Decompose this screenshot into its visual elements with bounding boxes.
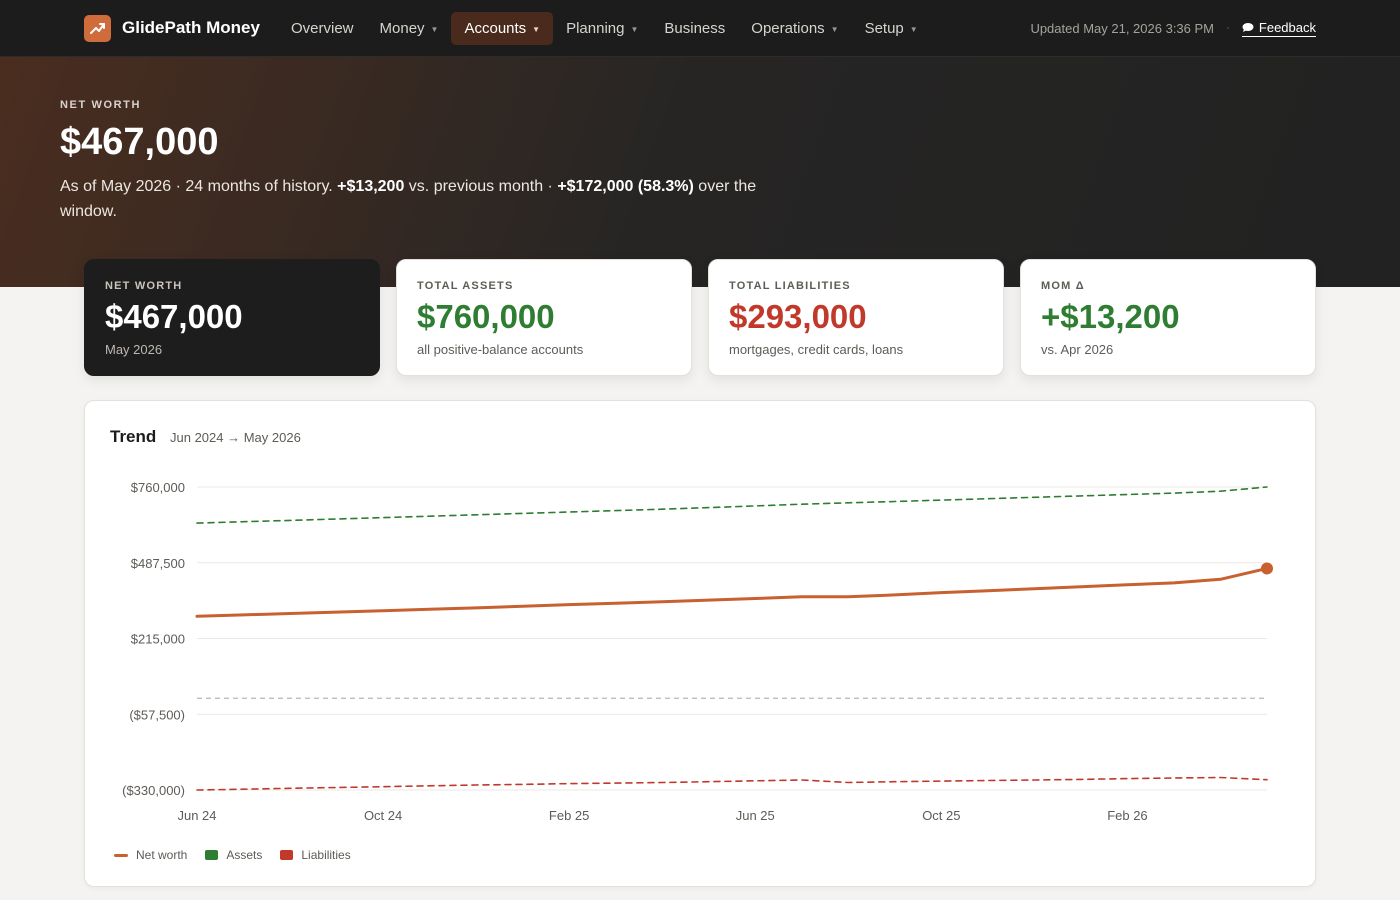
chevron-down-icon: ▼ [430, 25, 439, 34]
kpi-value: $760,000 [417, 298, 555, 335]
chevron-down-icon: ▼ [630, 25, 639, 34]
kpi-card-net-worth: NET WORTH $467,000 May 2026 [84, 259, 380, 376]
nav-item-overview[interactable]: Overview [278, 12, 367, 45]
kpi-card-total-assets: TOTAL ASSETS $760,000 all positive-balan… [396, 259, 692, 376]
legend-item-assets[interactable]: Assets [205, 848, 262, 862]
hero-summary: As of May 2026 · 24 months of history. +… [60, 174, 780, 224]
nav-label: Accounts [464, 20, 527, 37]
y-tick-label: $215,000 [131, 632, 185, 647]
brand-name[interactable]: GlidePath Money [122, 18, 260, 37]
last-updated-text: Updated May 21, 2026 3:36 PM [1030, 21, 1214, 36]
legend-label: Assets [226, 848, 263, 862]
nav-label: Money [379, 20, 425, 37]
chart-legend: Net worth Assets Liabilities [114, 848, 351, 862]
kpi-value: $467,000 [105, 298, 243, 335]
kpi-card-mom-change: MOM Δ +$13,200 vs. Apr 2026 [1020, 259, 1316, 376]
liabilities-line [196, 776, 1268, 791]
chevron-down-icon: ▼ [909, 25, 918, 34]
trend-chart[interactable]: $760,000 $487,500 $215,000 ($57,500) ($330,0… [85, 401, 1317, 888]
y-tick-label: ($330,000) [122, 783, 185, 798]
nav-item-operations[interactable]: Operations ▼ [738, 12, 851, 45]
legend-item-liabilities[interactable]: Liabilities [280, 848, 351, 862]
legend-label: Liabilities [301, 848, 351, 862]
chevron-down-icon: ▼ [830, 25, 839, 34]
x-tick-label: Feb 25 [549, 808, 589, 823]
kpi-label: NET WORTH [105, 280, 183, 292]
panel-date-range: Jun 2024 → May 2026 [170, 430, 301, 445]
nav-label: Setup [864, 20, 904, 37]
y-tick-label: ($57,500) [129, 707, 185, 722]
net-worth-line [195, 566, 1269, 618]
kpi-note: May 2026 [105, 342, 163, 357]
nav-item-setup[interactable]: Setup ▼ [852, 12, 931, 45]
nav-label: Business [664, 20, 726, 37]
chat-bubble-icon [1242, 23, 1254, 32]
legend-swatch [280, 850, 294, 860]
kpi-value: $293,000 [729, 298, 867, 335]
kpi-label: MOM Δ [1041, 280, 1085, 292]
chevron-down-icon: ▼ [532, 25, 541, 34]
separator-dot: · [1226, 20, 1230, 34]
y-tick-label: $760,000 [131, 480, 185, 495]
panel-title: Trend [110, 427, 157, 446]
kpi-note: mortgages, credit cards, loans [729, 342, 904, 357]
nav-label: Operations [751, 20, 825, 37]
hero-summary-text: vs. previous month · [404, 178, 558, 195]
legend-label: Net worth [136, 848, 188, 862]
hero-summary-text: As of May 2026 · 24 months of history. [60, 178, 338, 195]
hero-mom-change: +$13,200 [337, 178, 405, 195]
kpi-note: all positive-balance accounts [417, 342, 584, 357]
kpi-note: vs. Apr 2026 [1041, 342, 1114, 357]
nav-item-planning[interactable]: Planning ▼ [553, 12, 651, 45]
feedback-link[interactable]: Feedback [1241, 20, 1316, 37]
net-worth-latest-point [1261, 562, 1273, 575]
x-tick-label: Jun 24 [177, 808, 216, 823]
legend-swatch [114, 853, 128, 857]
nav-item-business[interactable]: Business [651, 12, 738, 45]
hero-label: NET WORTH [60, 99, 142, 111]
nav-item-accounts[interactable]: Accounts ▼ [451, 12, 554, 45]
y-tick-label: $487,500 [131, 556, 185, 571]
x-tick-label: Feb 26 [1107, 808, 1147, 823]
hero-summary-text: over the window. [60, 178, 757, 220]
hero-window-change: +$172,000 (58.3%) [557, 178, 694, 195]
legend-item-net-worth[interactable]: Net worth [114, 848, 187, 862]
net-worth-hero: NET WORTH $467,000 As of May 2026 · 24 m… [0, 57, 1400, 287]
trending-up-icon[interactable] [84, 15, 111, 42]
top-nav-bar: GlidePath Money Overview Money ▼ Accounts… [0, 0, 1400, 57]
x-tick-label: Oct 25 [922, 808, 960, 823]
feedback-label: Feedback [1258, 20, 1316, 35]
kpi-value: +$13,200 [1041, 298, 1180, 335]
nav-label: Planning [566, 20, 625, 37]
x-tick-label: Jun 25 [736, 808, 775, 823]
kpi-card-total-liabilities: TOTAL LIABILITIES $293,000 mortgages, cr… [708, 259, 1004, 376]
nav-item-money[interactable]: Money ▼ [367, 12, 452, 45]
main-nav: Overview Money ▼ Accounts ▼ Planning ▼ Busi… [278, 12, 931, 45]
kpi-label: TOTAL ASSETS [417, 280, 514, 292]
kpi-label: TOTAL LIABILITIES [729, 280, 851, 292]
nav-label: Overview [291, 20, 354, 37]
x-tick-label: Oct 24 [364, 808, 402, 823]
legend-swatch [205, 850, 219, 860]
trend-panel: $760,000 $487,500 $215,000 ($57,500) ($330,0… [84, 400, 1316, 887]
assets-line [196, 486, 1268, 524]
hero-net-worth-value: $467,000 [60, 121, 219, 163]
